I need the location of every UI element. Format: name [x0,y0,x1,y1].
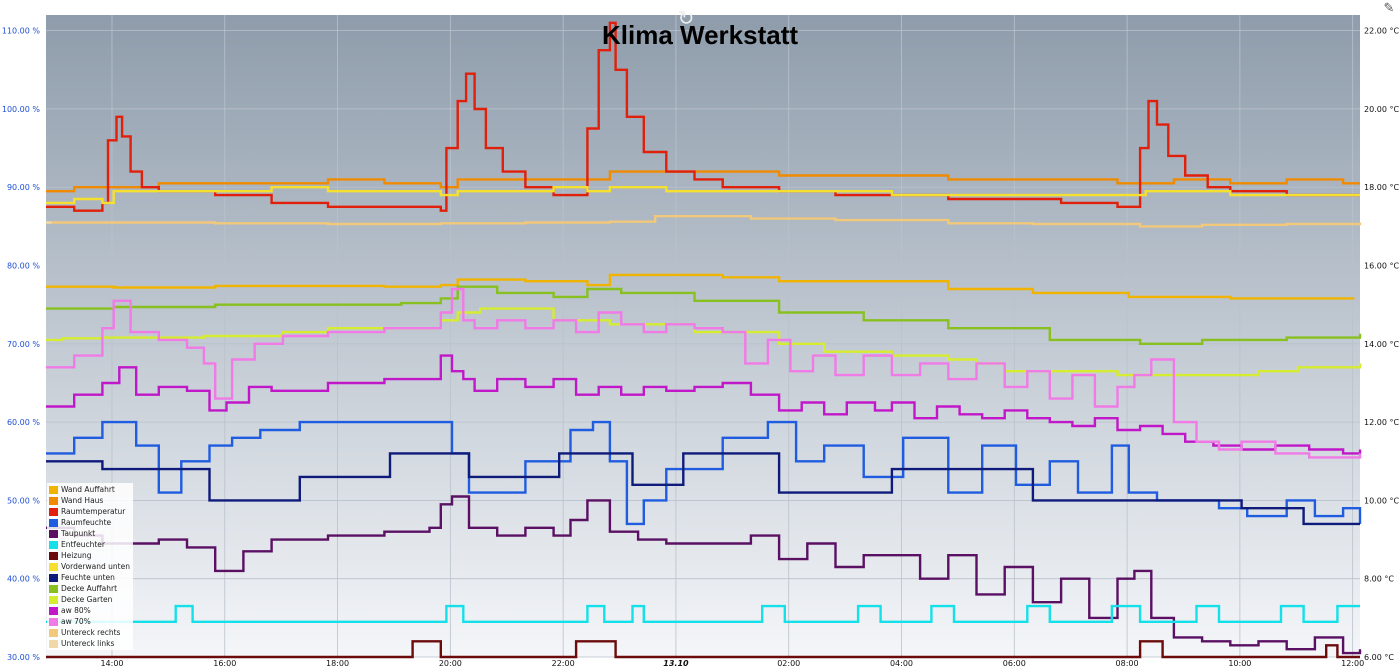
series-layer [46,21,1362,659]
legend-label: Entfeuchter [61,540,105,549]
legend-swatch [49,507,58,516]
pencil-icon[interactable]: ✎ [1383,1,1395,16]
legend-label: Taupunkt [61,529,96,538]
legend-swatch [49,595,58,604]
legend-item[interactable]: Raumfeuchte [49,517,131,528]
x-tick-label: 18:00 [326,659,349,668]
x-tick-label: 10:00 [1228,659,1251,668]
y-right-tick-label: 8.00 °C [1364,575,1394,584]
legend-swatch [49,584,58,593]
legend-label: Feuchte unten [61,573,115,582]
y-left-tick-label: 70.00 % [7,340,40,349]
series-line-wand-auffahrt [46,273,1355,300]
legend-item[interactable]: Feuchte unten [49,572,131,583]
x-tick-label: 06:00 [1003,659,1026,668]
y-right-tick-label: 10.00 °C [1364,496,1399,505]
legend-label: Wand Auffahrt [61,485,115,494]
legend-swatch [49,518,58,527]
y-left-tick-label: 50.00 % [7,496,40,505]
y-axis-right: 6.00 °C 8.00 °C 10.00 °C 12.00 °C 14.00 °C 16… [1364,27,1399,662]
x-tick-label: 13.10 [663,659,689,668]
y-left-tick-label: 40.00 % [7,575,40,584]
legend-swatch [49,562,58,571]
series-line-feuchte-unten [46,452,1360,526]
x-tick-label: 20:00 [439,659,462,668]
legend-swatch [49,639,58,648]
legend-swatch [49,540,58,549]
legend-label: aw 70% [61,617,91,626]
x-tick-label: 12:00 [1341,659,1364,668]
legend: Wand Auffahrt Wand Haus Raumtemperatur Raum… [47,483,133,650]
y-left-tick-label: 30.00 % [7,653,40,662]
series-line-untereck-rechts [46,215,1362,228]
legend-label: Untereck rechts [61,628,121,637]
legend-label: Raumtemperatur [61,507,126,516]
legend-item[interactable]: Untereck links [49,638,131,649]
legend-item[interactable]: Entfeuchter [49,539,131,550]
y-right-tick-label: 14.00 °C [1364,340,1399,349]
x-tick-label: 02:00 [777,659,800,668]
legend-item[interactable]: aw 80% [49,605,131,616]
y-left-tick-label: 60.00 % [7,418,40,427]
series-line-aw-70- [46,287,1362,459]
reload-icon[interactable]: ↻ [677,6,695,30]
legend-item[interactable]: Wand Haus [49,495,131,506]
series-line-taupunkt [46,495,1362,655]
legend-swatch [49,573,58,582]
legend-label: Vorderwand unten [61,562,130,571]
chart-title: Klima Werkstatt [602,20,798,50]
legend-swatch [49,485,58,494]
legend-item[interactable]: Decke Garten [49,594,131,605]
legend-item[interactable]: Vorderwand unten [49,561,131,572]
x-tick-label: 22:00 [552,659,575,668]
legend-item[interactable]: Decke Auffahrt [49,583,131,594]
legend-swatch [49,496,58,505]
y-right-tick-label: 12.00 °C [1364,418,1399,427]
y-left-tick-label: 110.00 % [2,27,41,36]
y-right-tick-label: 6.00 °C [1364,653,1394,662]
legend-label: Untereck links [61,639,115,648]
x-tick-label: 14:00 [100,659,123,668]
series-line-vorderwand-unten [46,186,1360,205]
y-left-tick-label: 100.00 % [2,105,41,114]
legend-item[interactable]: Taupunkt [49,528,131,539]
y-left-tick-label: 90.00 % [7,183,40,192]
legend-swatch [49,628,58,637]
legend-label: Wand Haus [61,496,104,505]
y-axis-left: 30.00 % 40.00 % 50.00 % 60.00 % 70.00 % 80.00… [2,27,41,662]
series-line-entfeuchter [46,604,1360,623]
legend-label: aw 80% [61,606,91,615]
legend-swatch [49,606,58,615]
legend-item[interactable]: Untereck rechts [49,627,131,638]
x-tick-label: 16:00 [213,659,236,668]
x-tick-label: 08:00 [1116,659,1139,668]
y-left-tick-label: 80.00 % [7,262,40,271]
legend-swatch [49,551,58,560]
legend-item[interactable]: Wand Auffahrt [49,484,131,495]
legend-label: Decke Auffahrt [61,584,118,593]
series-line-raumfeuchte [46,420,1362,526]
legend-item[interactable]: Heizung [49,550,131,561]
legend-item[interactable]: aw 70% [49,616,131,627]
series-line-wand-haus [46,170,1360,193]
legend-label: Heizung [61,551,92,560]
legend-label: Raumfeuchte [61,518,112,527]
series-line-heizung [46,640,1360,659]
legend-swatch [49,529,58,538]
x-axis: 14:00 16:00 18:00 20:00 22:00 13.10 02:00 04:00… [100,659,1364,668]
y-right-tick-label: 16.00 °C [1364,262,1399,271]
y-right-tick-label: 20.00 °C [1364,105,1399,114]
legend-swatch [49,617,58,626]
y-right-tick-label: 22.00 °C [1364,27,1399,36]
series-line-raumtemperatur [46,21,1360,212]
series-line-aw-80- [46,354,1362,455]
series-line-decke-garten [46,307,1362,377]
legend-label: Decke Garten [61,595,113,604]
series-line-decke-auffahrt [46,285,1362,345]
y-right-tick-label: 18.00 °C [1364,183,1399,192]
legend-item[interactable]: Raumtemperatur [49,506,131,517]
x-tick-label: 04:00 [890,659,913,668]
